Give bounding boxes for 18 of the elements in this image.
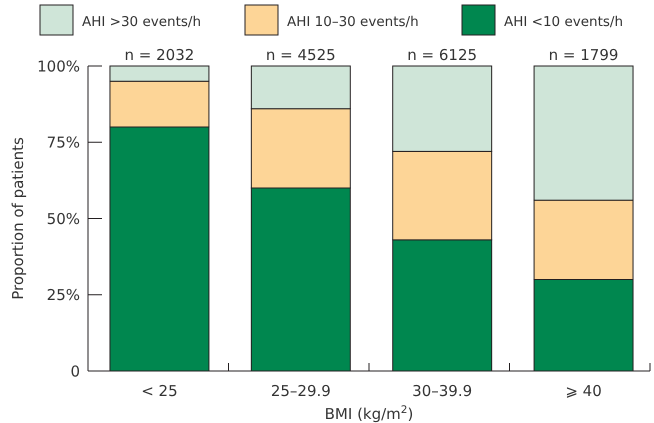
y-tick-label: 0 <box>70 362 80 380</box>
y-tick-label: 75% <box>46 134 80 152</box>
x-tick-label: 25–29.9 <box>270 382 331 400</box>
y-tick-label: 25% <box>46 286 80 304</box>
legend-label: AHI >30 events/h <box>82 14 202 30</box>
x-axis-title: BMI (kg/m$^{2}$) <box>324 404 414 423</box>
y-tick-label: 100% <box>37 57 80 76</box>
y-tick-label: 50% <box>46 210 80 228</box>
x-tick-label: 30–39.9 <box>412 382 472 400</box>
x-tick-label: ⩾ 40 <box>565 382 602 400</box>
annotation: n = 1799 <box>548 46 618 64</box>
annotation: n = 6125 <box>407 46 478 64</box>
annotation: n = 4525 <box>266 46 336 64</box>
x-tick-label: < 25 <box>141 382 178 400</box>
legend-label: AHI 10–30 events/h <box>287 14 419 30</box>
legend-label: AHI <10 events/h <box>504 14 624 30</box>
annotation: n = 2032 <box>124 46 194 64</box>
y-axis-title: Proportion of patients <box>9 137 27 300</box>
